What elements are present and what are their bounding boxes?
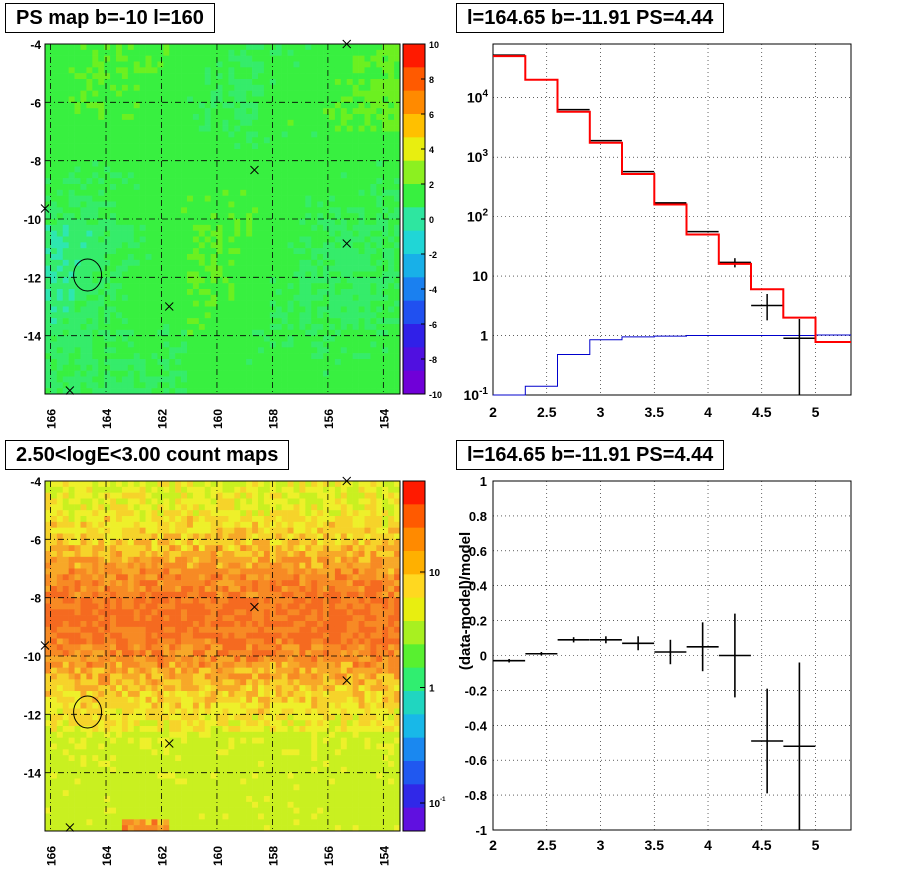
spectrum-xtick: 2: [489, 404, 497, 420]
spectrum-ytick: 1: [480, 328, 488, 344]
ps-map-xtick: 154: [377, 409, 391, 429]
spectrum-xtick: 4: [704, 404, 712, 420]
count-map-xtick: 160: [211, 846, 225, 866]
spectrum-ytick: 104: [467, 89, 489, 106]
colorbar-tick-label: 10-1: [429, 797, 446, 810]
colorbar-tick-label: 4: [429, 145, 434, 155]
spectrum-title: l=164.65 b=-11.91 PS=4.44: [456, 3, 724, 33]
count-map-ytick: -10: [24, 650, 42, 664]
colorbar-tick-label: -10: [429, 390, 442, 400]
ps-map-xtick: 160: [211, 409, 225, 429]
colorbar-tick-label: 2: [429, 180, 434, 190]
residual-xtick: 4: [704, 837, 712, 853]
spectrum-ytick: 10-1: [464, 386, 489, 403]
residual-ytick: -0.4: [465, 718, 488, 733]
spectrum-ytick: 10: [472, 268, 488, 284]
residual-title: l=164.65 b=-11.91 PS=4.44: [456, 440, 724, 470]
colorbar-tick-label: -2: [429, 250, 437, 260]
colorbar-tick-label: 0: [429, 215, 434, 225]
ps-map-ytick: -8: [30, 155, 41, 169]
ps-map-ytick: -6: [30, 96, 41, 110]
ps-map-plot: 166 164 162 160 158 156 154 -4 -6 -8 -10 -12 -14 10 8 6…: [0, 0, 449, 437]
residual-ytick: 0: [480, 649, 487, 664]
count-map-title: 2.50<logE<3.00 count maps: [5, 440, 289, 470]
spectrum-plot: 2 2.5 3 3.5 4 4.5 5 10-1 1 10 102 103 104: [449, 0, 898, 437]
spectrum-xtick: 3.5: [645, 404, 665, 420]
colorbar-tick-label: -6: [429, 320, 437, 330]
count-map-ytick: -8: [30, 592, 41, 606]
ps-map-xtick: 164: [100, 409, 114, 429]
count-map-pad: 166 164 162 160 158 156 154 -4 -6 -8 -10 -12 -14 10 1 1…: [0, 437, 449, 875]
ps-map-ytick: -10: [24, 213, 42, 227]
residual-xtick: 2.5: [537, 837, 557, 853]
spectrum-pad: 2 2.5 3 3.5 4 4.5 5 10-1 1 10 102 103 104: [449, 0, 898, 437]
count-map-xtick: 156: [322, 846, 336, 866]
colorbar-tick-label: 8: [429, 75, 434, 85]
residual-ytick: 1: [480, 474, 487, 489]
ps-map-ytick: -12: [24, 271, 42, 285]
spectrum-xtick: 4.5: [752, 404, 772, 420]
ps-map-title: PS map b=-10 l=160: [5, 3, 215, 33]
residual-xtick: 2: [489, 837, 497, 853]
count-map-xtick: 158: [266, 846, 280, 866]
ps-map-xtick: 156: [322, 409, 336, 429]
ps-map-ytick: -4: [30, 38, 41, 52]
residual-ylabel: (data-model)/model: [457, 532, 474, 670]
ps-map-ytick: -14: [24, 330, 42, 344]
ps-map-xtick: 158: [266, 409, 280, 429]
ps-map-xtick: 162: [155, 409, 169, 429]
ps-map-xtick: 166: [45, 409, 59, 429]
count-map-plot: 166 164 162 160 158 156 154 -4 -6 -8 -10 -12 -14 10 1 1…: [0, 437, 449, 875]
ps-map-pad: 166 164 162 160 158 156 154 -4 -6 -8 -10 -12 -14 10 8 6…: [0, 0, 449, 437]
count-map-ytick: -12: [24, 708, 42, 722]
spectrum-xtick: 5: [812, 404, 820, 420]
colorbar-tick-label: -4: [429, 285, 437, 295]
colorbar-tick-label: -8: [429, 355, 437, 365]
residual-xtick: 3: [597, 837, 605, 853]
residual-ytick: -0.8: [465, 788, 487, 803]
colorbar-tick-label: 10: [429, 40, 439, 50]
spectrum-xtick: 3: [597, 404, 605, 420]
residual-xtick: 4.5: [752, 837, 772, 853]
spectrum-ytick: 103: [467, 148, 489, 165]
spectrum-ytick: 102: [467, 208, 489, 225]
residual-xtick: 5: [812, 837, 820, 853]
spectrum-xtick: 2.5: [537, 404, 557, 420]
count-map-ytick: -6: [30, 533, 41, 547]
count-map-xtick: 154: [377, 846, 391, 866]
count-map-xtick: 166: [45, 846, 59, 866]
count-map-ytick: -14: [24, 767, 42, 781]
residual-ytick: -1: [475, 823, 487, 838]
residual-ytick: -0.2: [465, 683, 487, 698]
colorbar-tick-label: 10: [429, 568, 441, 579]
residual-xtick: 3.5: [645, 837, 665, 853]
count-map-xtick: 164: [100, 846, 114, 866]
residual-ytick: -0.6: [465, 753, 487, 768]
count-map-xtick: 162: [155, 846, 169, 866]
count-colorbar: [403, 481, 425, 832]
residual-ytick: 0.8: [469, 509, 487, 524]
colorbar-tick-label: 1: [429, 684, 435, 695]
colorbar-tick-label: 6: [429, 110, 434, 120]
count-map-ytick: -4: [30, 475, 41, 489]
